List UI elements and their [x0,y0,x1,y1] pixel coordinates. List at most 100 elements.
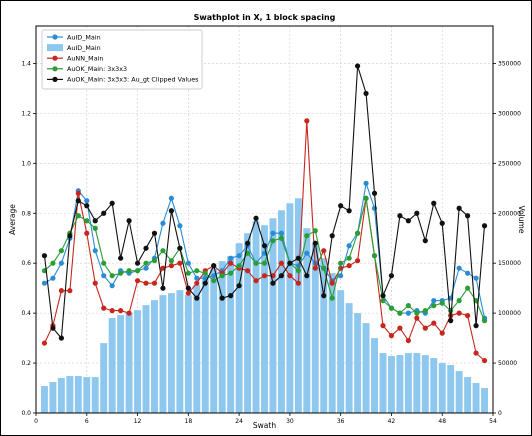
series-point [270,238,276,244]
x-tick-label: 6 [85,418,89,425]
series-point [126,218,132,224]
legend-label: AuNN_Main [67,55,103,63]
volume-bar [235,243,243,413]
y2-tick-label: 200000 [498,210,521,217]
y-tick-label: 0.6 [21,260,31,267]
series-point [397,325,403,331]
volume-bar [379,353,387,413]
series-point [338,260,344,266]
volume-bar [134,310,142,413]
y-tick-label: 0.2 [21,360,31,367]
volume-bar [142,305,150,413]
series-point [329,280,335,286]
series-point [439,330,445,336]
volume-bar [277,210,285,413]
series-point [380,293,386,299]
series-point [465,213,471,219]
legend-label: AuID_Main [67,33,101,41]
series-point [397,213,403,219]
series-point [244,268,251,274]
axes-frame [35,25,494,414]
series-point [194,295,200,301]
y-tick-label: 1.4 [21,60,31,67]
series-point [329,295,335,301]
series-point [228,255,234,261]
volume-bar [210,268,218,413]
series-point [456,205,462,211]
legend-box [41,29,203,90]
series-point [228,270,234,276]
series-point [422,238,428,244]
series-point [211,263,217,269]
series-point [253,278,259,284]
series-point [312,240,318,246]
series-point [473,275,479,281]
series-point [185,270,191,276]
series-point [160,285,166,291]
series-point [160,265,166,271]
series-point [431,320,437,326]
series-point [168,263,175,269]
volume-bar [464,377,472,413]
series-point [219,273,225,279]
series-point [354,258,361,264]
series-point [228,293,234,299]
series-point [253,215,259,221]
volume-bar [455,371,463,413]
volume-bar [227,256,235,413]
series-point [84,230,90,236]
volume-bar [74,376,82,413]
series-point [431,298,437,304]
y2-tick-label: 250000 [498,160,521,167]
y2-axis-ticks: 0 50000 100000 150000 200000 250000 300000 3500… [493,60,521,417]
series-4 [41,63,488,341]
series-point [58,288,64,294]
series-point [388,273,395,279]
legend-swatch-marker [52,76,58,82]
volume-bar [100,343,108,413]
series-point [151,230,158,236]
legend: AuID_Main AuID_Main AuNN_Main AuOK_Main: 3x… [41,29,203,90]
legend-swatch-marker [52,34,58,40]
series-point [388,305,395,311]
volume-bar [421,355,429,413]
x-tick-label: 24 [235,418,243,425]
series-point [414,315,420,321]
volume-bar [193,285,201,413]
series-point [244,240,251,246]
volume-bar [218,261,226,413]
series-point [228,260,234,266]
series-point [84,218,90,224]
volume-bar [159,295,167,413]
series-point [338,203,344,209]
series-point [92,218,98,224]
series-point [50,275,56,281]
series-point [202,270,208,276]
series-point [371,190,378,196]
series-point [75,198,81,204]
series-point [456,265,462,271]
series-point [92,225,98,231]
series-point [143,260,149,266]
series-point [405,310,411,316]
series-point [58,335,64,341]
volume-bar [91,377,99,413]
series-point [168,258,175,264]
volume-bar [66,376,74,413]
x-tick-label: 18 [185,418,193,425]
series-point [236,253,242,259]
series-point [261,273,268,279]
series-point [41,280,48,286]
series-point [439,300,445,306]
volume-bar [438,363,446,413]
series-point [101,210,107,216]
series-point [151,280,158,286]
series-point [346,255,352,261]
series-point [58,260,64,266]
volume-bar [151,300,158,413]
series-point [50,325,56,331]
volume-bar [184,295,192,413]
series-point [126,268,132,274]
series-point [236,283,242,289]
series-point [405,337,411,344]
